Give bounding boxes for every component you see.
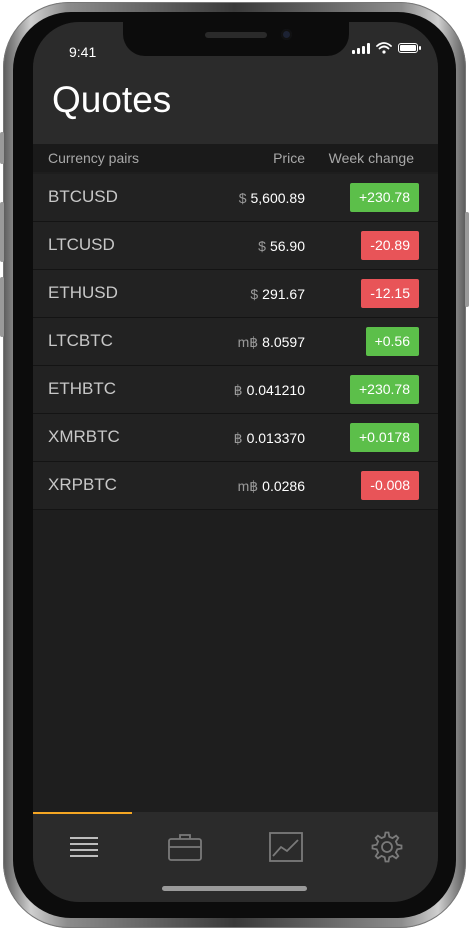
week-change-badge: -20.89 (361, 231, 419, 260)
currency-symbol: $ (258, 238, 266, 254)
quote-row[interactable]: ETHBTC ฿ 0.041210 +230.78 (33, 366, 438, 414)
price-value: 8.0597 (262, 334, 305, 350)
quote-price: ฿ 0.041210 (234, 382, 305, 399)
battery-icon (398, 43, 421, 53)
power-button (465, 212, 469, 307)
status-icons (352, 42, 421, 54)
column-header: Currency pairs Price Week change (33, 144, 438, 172)
wifi-icon (376, 42, 392, 54)
currency-symbol: $ (238, 190, 247, 206)
quote-pair: ETHUSD (48, 283, 118, 302)
quote-price: m฿ 8.0597 (238, 334, 305, 351)
home-indicator[interactable] (162, 886, 307, 891)
currency-symbol: $ (250, 286, 259, 302)
price-value: 56.90 (269, 238, 305, 254)
quote-price: $291.67 (250, 286, 305, 302)
tab-charts[interactable] (235, 812, 336, 882)
signal-icon (352, 42, 370, 54)
quote-row[interactable]: BTCUSD $5,600.89 +230.78 (33, 174, 438, 222)
week-change-badge: -12.15 (361, 279, 419, 308)
status-time: 9:41 (69, 44, 97, 60)
page-title: Quotes (52, 79, 172, 120)
column-header-price: Price (273, 150, 305, 166)
currency-symbol: ฿ (233, 430, 243, 446)
tab-bar (33, 812, 438, 902)
quote-row[interactable]: XRPBTC m฿ 0.0286 -0.008 (33, 462, 438, 510)
speaker-grille (205, 32, 267, 38)
tab-settings[interactable] (336, 812, 437, 882)
quote-pair: LTCBTC (48, 331, 113, 350)
quote-row[interactable]: LTCUSD $56.90 -20.89 (33, 222, 438, 270)
column-header-change: Week change (328, 150, 414, 166)
quote-price: $56.90 (258, 238, 305, 254)
week-change-badge: +0.56 (365, 327, 419, 356)
quote-pair: LTCUSD (48, 235, 115, 254)
notch (123, 22, 349, 56)
quote-row[interactable]: ETHUSD $291.67 -12.15 (33, 270, 438, 318)
quote-pair: XRPBTC (48, 475, 117, 494)
front-camera (281, 29, 292, 40)
silent-switch (0, 132, 4, 164)
quote-row[interactable]: XMRBTC ฿ 0.013370 +0.0178 (33, 414, 438, 462)
week-change-badge: +230.78 (350, 183, 419, 212)
volume-down-button (0, 277, 4, 337)
price-value: 291.67 (262, 286, 305, 302)
quote-pair: BTCUSD (48, 187, 118, 206)
volume-up-button (0, 202, 4, 262)
tab-quotes[interactable] (33, 812, 134, 882)
quote-price: m฿ 0.0286 (238, 478, 305, 495)
tab-portfolio[interactable] (134, 812, 235, 882)
quote-price: $5,600.89 (239, 190, 305, 206)
gear-icon (371, 831, 402, 863)
chart-icon (268, 832, 303, 862)
currency-symbol: m฿ (237, 334, 259, 350)
price-value: 0.0286 (262, 478, 305, 494)
price-value: 0.041210 (246, 382, 305, 398)
week-change-badge: +230.78 (350, 375, 419, 404)
app-screen: 9:41 Quotes Currency pairs Price Week ch… (33, 22, 438, 902)
briefcase-icon (167, 834, 202, 861)
quote-price: ฿ 0.013370 (234, 430, 305, 447)
quote-pair: ETHBTC (48, 379, 116, 398)
quotes-list: BTCUSD $5,600.89 +230.78 LTCUSD $56.90 -… (33, 174, 438, 510)
price-value: 5,600.89 (250, 190, 306, 206)
currency-symbol: m฿ (237, 478, 259, 494)
week-change-badge: -0.008 (361, 471, 419, 500)
quote-row[interactable]: LTCBTC m฿ 8.0597 +0.56 (33, 318, 438, 366)
quote-pair: XMRBTC (48, 427, 120, 446)
list-icon (69, 837, 98, 857)
week-change-badge: +0.0178 (350, 423, 419, 452)
currency-symbol: ฿ (233, 382, 243, 398)
column-header-pair: Currency pairs (48, 150, 140, 166)
price-value: 0.013370 (246, 430, 305, 446)
